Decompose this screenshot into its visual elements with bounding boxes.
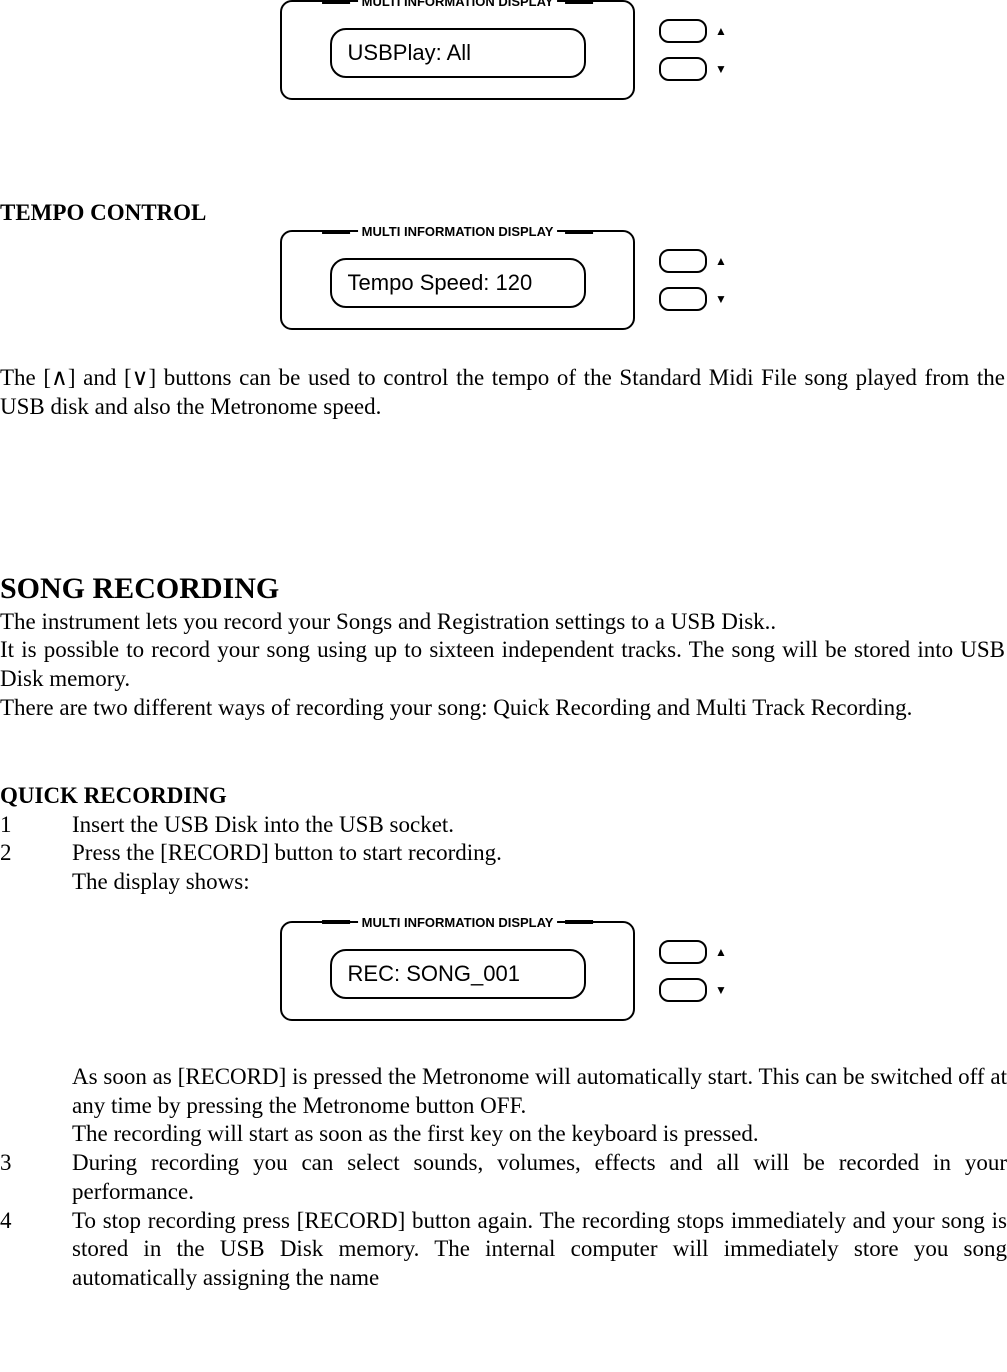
step-sub-text: The display shows: [72, 868, 1007, 897]
legend-bar-right [565, 0, 593, 4]
arrow-up-icon: ▲ [715, 25, 727, 37]
nav-up-button[interactable] [659, 249, 707, 273]
mid-frame: MULTI INFORMATION DISPLAY USBPlay: All [280, 0, 635, 100]
nav-up-row: ▲ [659, 249, 727, 273]
nav-up-button[interactable] [659, 19, 707, 43]
arrow-down-icon: ▼ [715, 984, 727, 996]
legend-bar-left [322, 230, 350, 234]
song-recording-p3: There are two different ways of recordin… [0, 694, 1005, 723]
quick-recording-steps: 1 Insert the USB Disk into the USB socke… [0, 811, 1007, 897]
step-text: Insert the USB Disk into the USB socket. [72, 811, 1007, 840]
step-number: 4 [0, 1207, 72, 1293]
nav-up-button[interactable] [659, 940, 707, 964]
step-text: Press the [RECORD] button to start recor… [72, 839, 1007, 868]
mid-frame: MULTI INFORMATION DISPLAY Tempo Speed: 1… [280, 230, 635, 330]
mid-legend-text: MULTI INFORMATION DISPLAY [358, 915, 558, 930]
nav-down-row: ▼ [659, 287, 727, 311]
tempo-paragraph: The [∧] and [∨] buttons can be used to c… [0, 364, 1005, 422]
arrow-up-icon: ▲ [715, 255, 727, 267]
display-usbplay: MULTI INFORMATION DISPLAY USBPlay: All ▲… [0, 0, 1007, 100]
arrow-down-icon: ▼ [715, 293, 727, 305]
arrow-up-icon: ▲ [715, 946, 727, 958]
mid-legend-text: MULTI INFORMATION DISPLAY [358, 0, 558, 9]
display-tempo: MULTI INFORMATION DISPLAY Tempo Speed: 1… [0, 230, 1007, 330]
song-recording-p2: It is possible to record your song using… [0, 636, 1005, 694]
list-item: 1 Insert the USB Disk into the USB socke… [0, 811, 1007, 840]
nav-down-button[interactable] [659, 287, 707, 311]
nav-down-row: ▼ [659, 57, 727, 81]
list-item: 3 During recording you can select sounds… [0, 1149, 1007, 1207]
quick-recording-post-a: As soon as [RECORD] is pressed the Metro… [72, 1063, 1007, 1121]
legend-bar-right [565, 230, 593, 234]
step-number: 3 [0, 1149, 72, 1207]
display-rec: MULTI INFORMATION DISPLAY REC: SONG_001 … [0, 921, 1007, 1021]
step-number: 2 [0, 839, 72, 868]
quick-recording-steps-cont: 3 During recording you can select sounds… [0, 1149, 1007, 1293]
arrow-down-icon: ▼ [715, 63, 727, 75]
nav-down-button[interactable] [659, 57, 707, 81]
mid-legend-wrap: MULTI INFORMATION DISPLAY [322, 0, 594, 9]
nav-up-row: ▲ [659, 940, 727, 964]
mid-legend-text: MULTI INFORMATION DISPLAY [358, 224, 558, 239]
quick-recording-heading: QUICK RECORDING [0, 783, 1007, 809]
nav-down-button[interactable] [659, 978, 707, 1002]
nav-down-row: ▼ [659, 978, 727, 1002]
mid-frame: MULTI INFORMATION DISPLAY REC: SONG_001 [280, 921, 635, 1021]
step-text: To stop recording press [RECORD] button … [72, 1207, 1007, 1293]
mid-screen: USBPlay: All [330, 28, 586, 78]
legend-bar-right [565, 920, 593, 924]
mid-screen: Tempo Speed: 120 [330, 258, 586, 308]
step-text: During recording you can select sounds, … [72, 1149, 1007, 1207]
mid-screen: REC: SONG_001 [330, 949, 586, 999]
list-item: 2 Press the [RECORD] button to start rec… [0, 839, 1007, 868]
legend-bar-left [322, 920, 350, 924]
song-recording-heading: SONG RECORDING [0, 572, 1007, 606]
song-recording-p1: The instrument lets you record your Song… [0, 608, 1005, 637]
mid-legend-wrap: MULTI INFORMATION DISPLAY [322, 224, 594, 239]
nav-button-column: ▲ ▼ [659, 940, 727, 1002]
quick-recording-post-b: The recording will start as soon as the … [72, 1120, 1007, 1149]
list-item: 4 To stop recording press [RECORD] butto… [0, 1207, 1007, 1293]
tempo-heading: TEMPO CONTROL [0, 200, 1007, 226]
mid-legend-wrap: MULTI INFORMATION DISPLAY [322, 915, 594, 930]
nav-button-column: ▲ ▼ [659, 249, 727, 311]
nav-button-column: ▲ ▼ [659, 19, 727, 81]
step-number: 1 [0, 811, 72, 840]
nav-up-row: ▲ [659, 19, 727, 43]
legend-bar-left [322, 0, 350, 4]
